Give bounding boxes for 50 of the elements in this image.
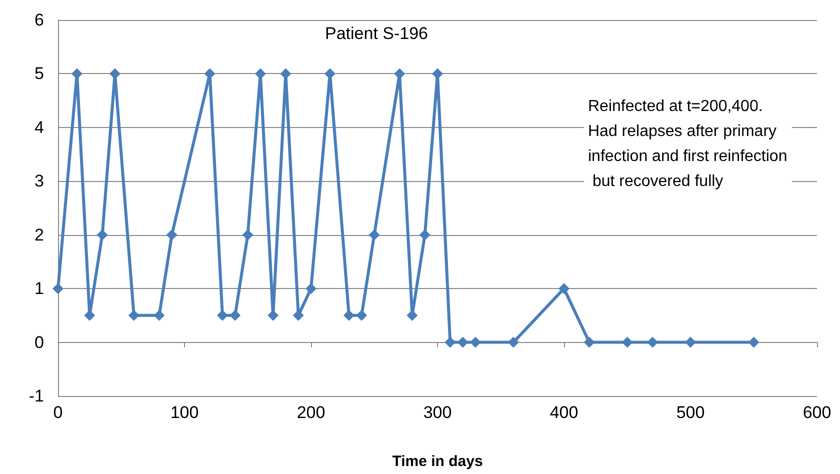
x-axis-title: Time in days	[392, 453, 483, 470]
point	[306, 283, 316, 294]
y-tick-label: 6	[34, 10, 44, 30]
annotation: Reinfected at t=200,400. Had relapses after primary infection and first reinfection but recovered fully	[588, 98, 788, 190]
chart-title: Patient S-196	[325, 24, 428, 43]
point	[356, 310, 368, 321]
point	[166, 229, 178, 240]
point	[230, 310, 241, 321]
point	[268, 310, 279, 321]
x-tick-label: 200	[296, 403, 326, 422]
point	[254, 68, 266, 80]
point	[470, 336, 481, 348]
point	[558, 283, 570, 294]
y-tick-label: 0	[34, 332, 44, 352]
point	[622, 336, 633, 348]
y-tick-label: -1	[28, 386, 44, 406]
point	[343, 310, 354, 321]
point	[647, 336, 658, 348]
point	[324, 68, 336, 80]
point	[242, 229, 254, 240]
point	[419, 229, 430, 240]
y-tick-label: 1	[34, 279, 44, 298]
x-tick-label: 500	[676, 403, 705, 422]
point	[292, 310, 304, 321]
y-tick-label: 4	[34, 118, 44, 137]
point	[216, 310, 228, 321]
y-tick-label: 3	[34, 172, 44, 191]
y-tick-label: 2	[34, 225, 44, 244]
point	[154, 310, 165, 321]
point	[109, 68, 120, 80]
point	[508, 336, 519, 348]
point	[748, 336, 760, 348]
point	[128, 310, 140, 321]
x-tick-label: 300	[423, 403, 452, 422]
point	[52, 283, 64, 294]
point	[71, 68, 82, 80]
point	[96, 229, 108, 240]
point	[457, 336, 468, 348]
y-tick-label: 5	[34, 64, 44, 84]
point	[280, 68, 292, 80]
point	[584, 336, 595, 348]
x-tick-label: 600	[802, 403, 832, 422]
point	[444, 336, 456, 348]
point	[432, 68, 443, 80]
x-tick-label: 0	[53, 403, 63, 422]
x-tick-label: 100	[170, 403, 199, 422]
point	[685, 336, 696, 348]
x-tick-label: 400	[550, 403, 578, 422]
point	[394, 68, 406, 80]
point	[368, 229, 380, 240]
